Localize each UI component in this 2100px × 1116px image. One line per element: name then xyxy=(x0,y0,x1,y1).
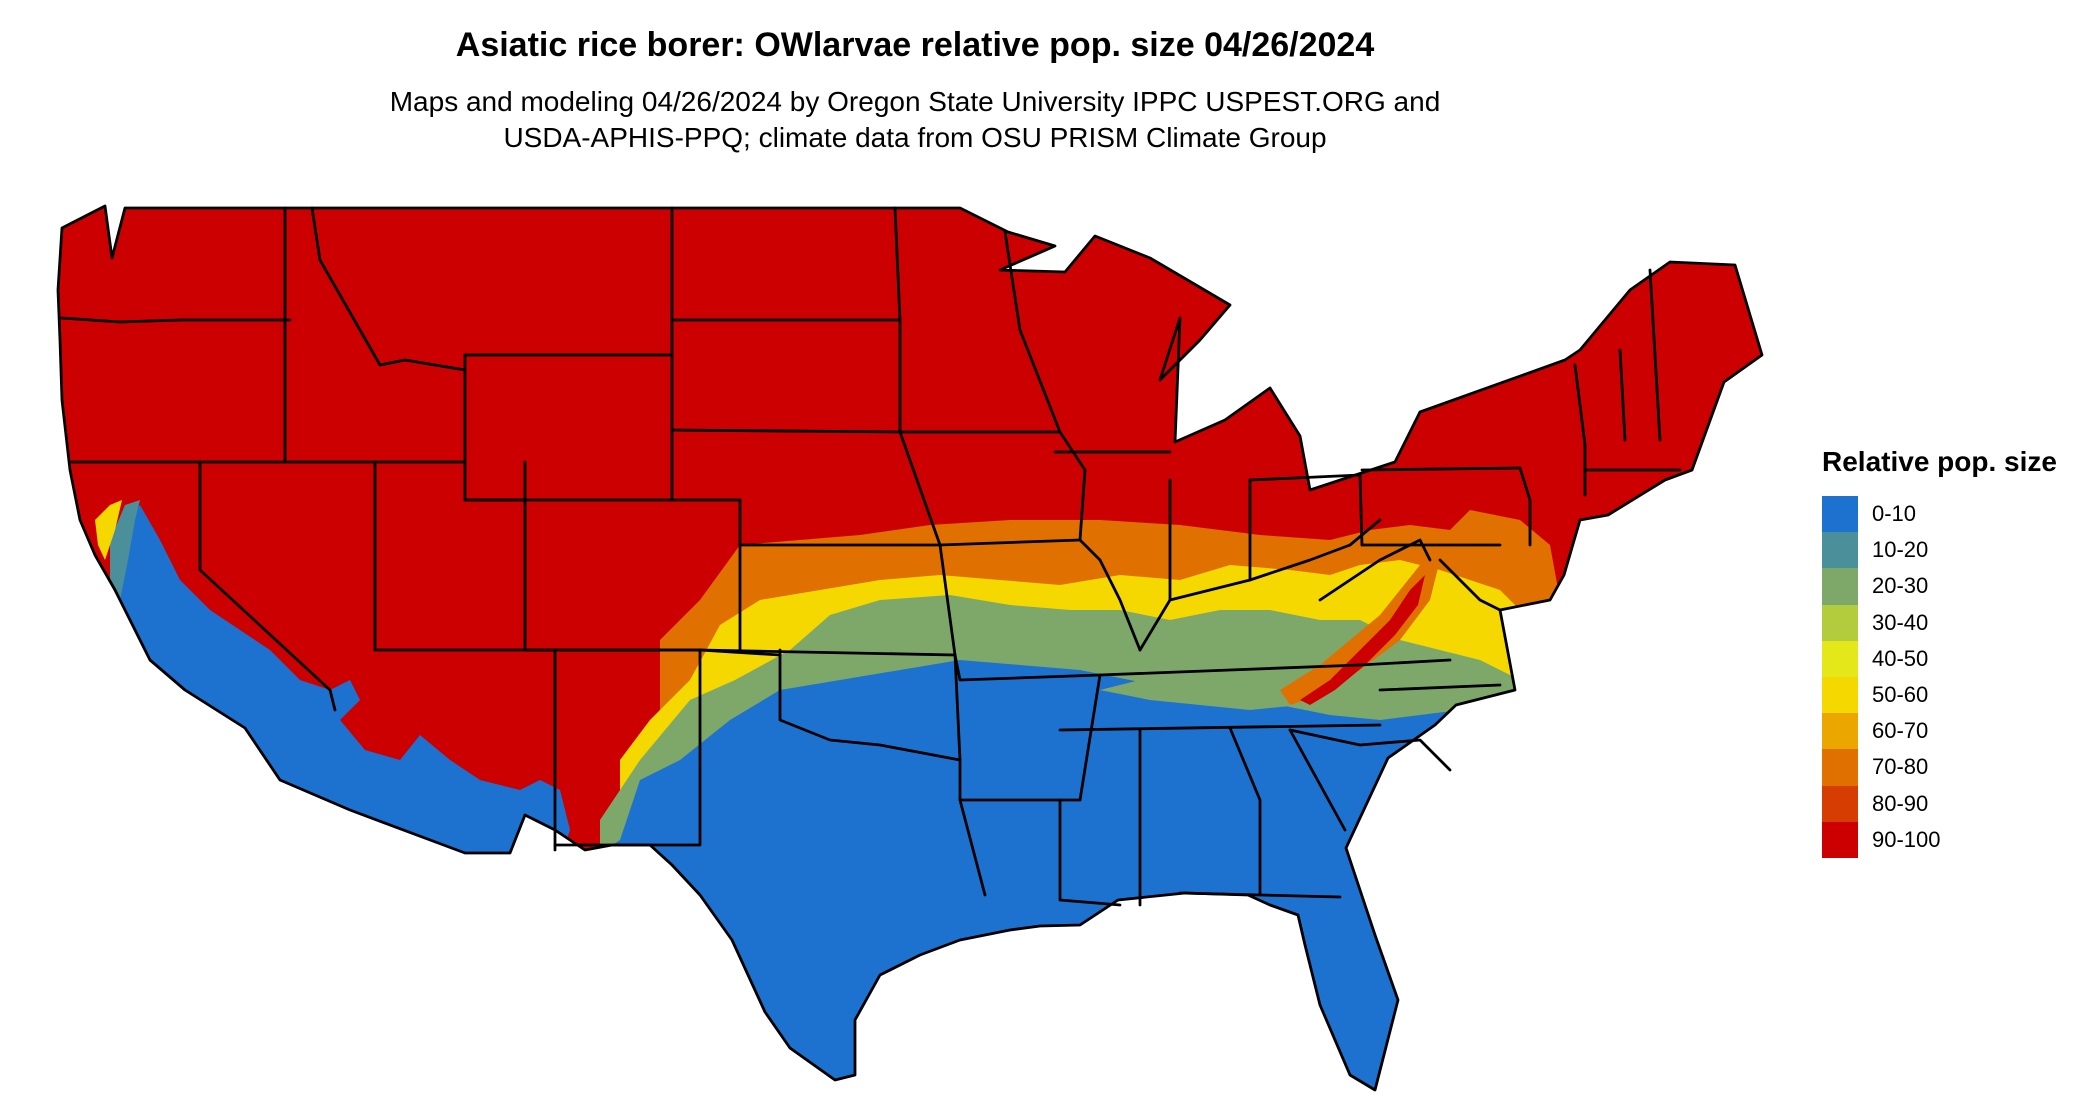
border-dakota-mn xyxy=(893,206,902,434)
legend-label: 60-70 xyxy=(1872,718,1929,744)
border-ok-tx xyxy=(778,653,962,762)
border-ne-ia-mo xyxy=(898,430,942,547)
legend-item: 80-90 xyxy=(1822,785,2057,822)
zone-70-80-appalachia xyxy=(1280,560,1440,705)
border-ga-fl xyxy=(1178,891,1342,899)
border-ks-ok xyxy=(698,648,957,657)
legend-item: 0-10 xyxy=(1822,496,2057,533)
legend-swatch-20-30 xyxy=(1822,568,1858,605)
subtitle-line-1: Maps and modeling 04/26/2024 by Oregon S… xyxy=(389,86,1441,117)
legend-swatch-70-80 xyxy=(1822,749,1858,786)
legend: Relative pop. size 0-10 10-20 20-30 30-4… xyxy=(1822,446,2057,858)
border-nc-va xyxy=(1378,683,1502,692)
border-ar-ms xyxy=(1078,673,1102,802)
legend-item: 20-30 xyxy=(1822,568,2057,605)
legend-swatch-0-10 xyxy=(1822,496,1858,533)
state-borders xyxy=(56,204,1764,1092)
border-wa-or xyxy=(60,316,292,324)
border-sd-ne xyxy=(670,428,902,434)
border-ia-mo xyxy=(938,538,1082,547)
legend-label: 50-60 xyxy=(1872,682,1929,708)
legend-title: Relative pop. size xyxy=(1822,446,2057,477)
legend-label: 40-50 xyxy=(1872,645,1929,671)
border-mn-wi xyxy=(1003,230,1062,434)
border-tn-south xyxy=(1058,723,1382,732)
legend-swatch-30-40 xyxy=(1822,604,1858,641)
border-nc-sc xyxy=(1288,728,1452,772)
border-al-ga xyxy=(1228,726,1262,897)
border-ia-il xyxy=(1058,430,1102,562)
border-ky-tn xyxy=(1098,658,1452,677)
map-title: Asiatic rice borer: OWlarvae relative po… xyxy=(455,26,1375,64)
legend-label: 20-30 xyxy=(1872,573,1929,599)
border-wv-va xyxy=(1318,538,1432,602)
legend-label: 80-90 xyxy=(1872,790,1929,816)
legend-item: 30-40 xyxy=(1822,604,2057,641)
zone-10-20-west-edge xyxy=(110,500,140,600)
legend-label: 90-100 xyxy=(1872,826,1941,852)
border-ok-ar xyxy=(953,653,962,762)
border-ky-in-oh xyxy=(1168,543,1352,602)
legend-item: 60-70 xyxy=(1822,713,2057,750)
border-nh-me xyxy=(1648,268,1662,442)
border-pa-ny xyxy=(1360,466,1522,472)
legend-item: 70-80 xyxy=(1822,749,2057,786)
border-il-ky xyxy=(1138,598,1172,652)
zone-50-60-west-edge xyxy=(95,500,122,560)
legend-label: 70-80 xyxy=(1872,754,1929,780)
legend-label: 30-40 xyxy=(1872,609,1929,635)
border-oh-pa xyxy=(1358,473,1364,547)
border-mi-oh xyxy=(1248,473,1362,482)
border-oh-wv xyxy=(1348,518,1382,547)
legend-swatch-10-20 xyxy=(1822,532,1858,569)
legend-label: 10-20 xyxy=(1872,537,1929,563)
legend-item: 40-50 xyxy=(1822,640,2057,677)
border-ga-sc xyxy=(1288,728,1347,832)
zone-90-100-appalachia xyxy=(1300,575,1425,705)
legend-item: 10-20 xyxy=(1822,532,2057,569)
map-subtitle: Maps and modeling 04/26/2024 by Oregon S… xyxy=(0,84,1830,156)
border-nv-ca xyxy=(198,460,337,712)
border-tx-la xyxy=(958,758,987,897)
legend-list: 0-10 10-20 20-30 30-40 40-50 50-60 60-70 xyxy=(1822,496,2057,858)
border-nm-tx xyxy=(553,648,702,847)
legend-swatch-50-60 xyxy=(1822,676,1858,714)
subtitle-line-2: USDA-APHIS-PPQ; climate data from OSU PR… xyxy=(503,122,1327,153)
border-mo-il-ky xyxy=(1098,558,1142,652)
legend-swatch-60-70 xyxy=(1822,713,1858,750)
border-id-mt xyxy=(310,206,467,372)
border-la-ms xyxy=(1058,798,1122,907)
legend-swatch-40-50 xyxy=(1822,640,1858,677)
legend-item: 90-100 xyxy=(1822,821,2057,858)
legend-swatch-80-90 xyxy=(1822,785,1858,822)
legend-item: 50-60 xyxy=(1822,676,2057,714)
border-ny-vt xyxy=(1573,363,1587,447)
border-vt-nh xyxy=(1618,348,1627,442)
border-ks-mo xyxy=(938,543,957,657)
border-pa-nj xyxy=(1518,466,1532,547)
legend-label: 0-10 xyxy=(1872,501,1917,527)
legend-swatch-90-100 xyxy=(1822,821,1858,858)
border-md-va xyxy=(1438,558,1502,612)
